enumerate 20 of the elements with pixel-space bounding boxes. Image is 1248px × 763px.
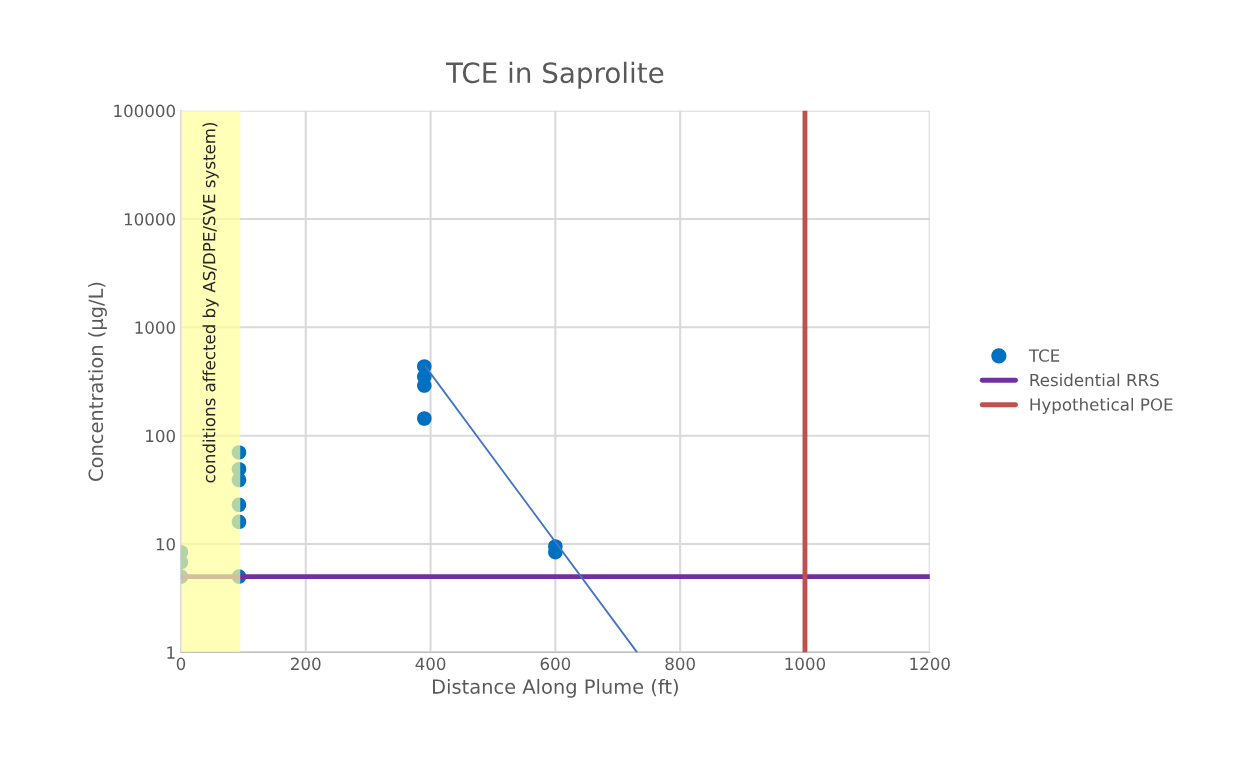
legend-label: Hypothetical POE	[1030, 397, 1173, 415]
y-axis-title: Concentration (µg/L)	[88, 282, 107, 481]
legend-label: Residential RRS	[1030, 373, 1159, 387]
y-tick-label: 100000	[114, 104, 175, 118]
y-tick-label: 1	[167, 646, 175, 659]
band-label: conditions affected by AS/DPE/SVE system)	[202, 122, 219, 483]
x-tick-label: 1000	[785, 657, 826, 671]
x-tick-label: 800	[665, 657, 695, 671]
y-tick-label: 100	[146, 429, 175, 443]
x-tick-label: 1200	[910, 657, 950, 671]
x-axis-title: Distance Along Plume (ft)	[433, 678, 678, 698]
x-tick-label: 200	[291, 657, 321, 671]
x-tick-label: 400	[415, 657, 446, 671]
chart-title: TCE in Saprolite	[445, 61, 664, 89]
y-tick-label: 10000	[124, 212, 175, 226]
legend-label: TCE	[1028, 349, 1060, 362]
x-tick-label: 600	[540, 657, 571, 671]
y-tick-label: 1000	[135, 321, 175, 334]
y-tick-label: 10	[156, 537, 175, 551]
x-tick-label: 0	[176, 657, 186, 671]
